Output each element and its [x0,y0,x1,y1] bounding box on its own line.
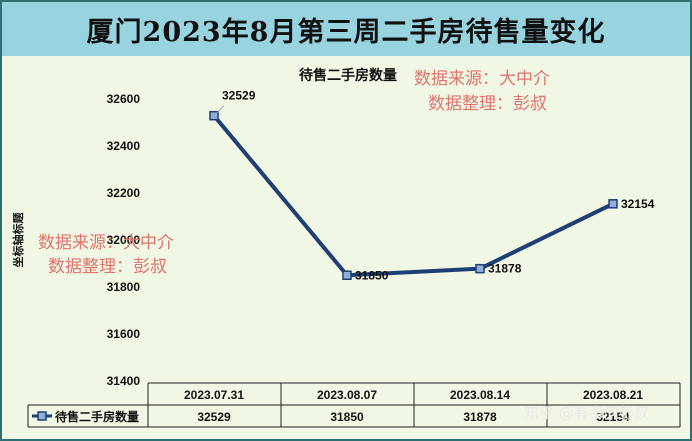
y-tick-label: 32400 [107,139,141,153]
table-value-1: 32529 [197,410,231,424]
series-marker [209,110,219,121]
table-header-4: 2023.08.21 [583,388,643,402]
y-tick-label: 32600 [107,92,141,106]
watermark-middle: 数据来源：大中介 数据整理：彭叔 [38,233,174,277]
y-tick-label: 31400 [107,374,141,388]
table-value-4: 32154 [596,410,630,424]
banner: 厦门2023年8月第三周二手房待售量变化 [2,2,690,56]
series-polyline [212,114,614,278]
table-header-1: 2023.07.31 [184,388,244,402]
series-marker [475,263,485,274]
zhihu-watermark: 知乎 @有事问彭叔 [524,404,649,422]
y-tick-label: 31600 [107,327,141,341]
data-table: 待售二手房数量 2023.07.31 2023.08.07 2023.08.14… [27,382,681,428]
series-marker [342,270,352,280]
table-value-3: 31878 [463,410,497,424]
data-label: 32529 [222,89,256,103]
series-marker [608,199,618,209]
y-axis-title: 坐标轴标题 [11,212,25,268]
data-labels: 32529 31850 31878 32154 [216,89,655,282]
y-tick-label: 32200 [107,186,141,200]
watermark-top: 数据来源：大中介 数据整理：彭叔 [414,69,550,114]
series-line [212,114,614,278]
legend-series-name: 待售二手房数量 [55,409,139,424]
data-label: 31850 [355,268,389,282]
banner-title: 厦门2023年8月第三周二手房待售量变化 [86,16,606,48]
table-value-2: 31850 [330,410,364,424]
data-label: 32154 [621,197,655,211]
watermark-source-2: 数据来源：大中介 [38,233,174,253]
y-tick-label: 31800 [107,280,141,294]
chart-title: 待售二手房数量 [299,67,397,83]
series-markers [209,110,618,280]
table-header-3: 2023.08.14 [450,388,510,402]
y-axis-ticks: 31400 31600 31800 32000 32200 32400 32600 [107,92,141,388]
table-header-2: 2023.08.07 [317,388,377,402]
data-label: 31878 [488,262,522,276]
watermark-author-2: 数据整理：彭叔 [48,257,167,277]
table-legend: 待售二手房数量 [32,409,139,424]
data-label-leader [216,105,225,114]
y-tick-label: 32000 [107,233,141,247]
watermark-source: 数据来源：大中介 [414,69,550,89]
watermark-author: 数据整理：彭叔 [428,94,547,114]
